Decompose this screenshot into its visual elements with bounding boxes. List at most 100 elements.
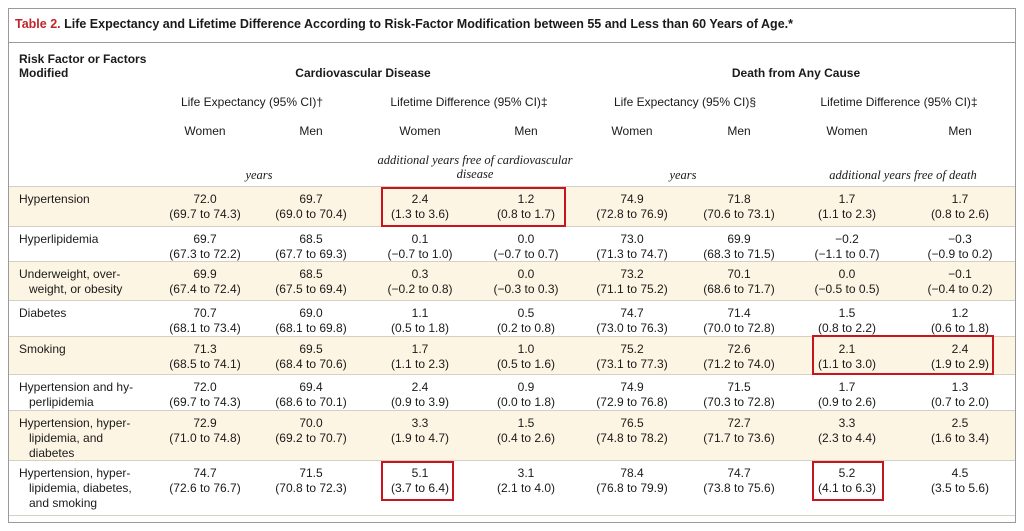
cell-ci: (2.1 to 4.0) — [496, 481, 556, 495]
cell-ci: (1.9 to 2.9) — [930, 357, 990, 371]
cell-ci: (0.8 to 2.6) — [930, 207, 990, 221]
cell-estimate: 74.9 — [620, 192, 644, 206]
cell-estimate: 70.7 — [193, 306, 217, 320]
table-cell: 69.0 (68.1 to 69.8) — [275, 306, 346, 336]
unit-add-death: additional years free of death — [829, 168, 977, 182]
cell-ci: (72.9 to 76.8) — [596, 395, 668, 409]
cell-estimate: 72.0 — [193, 192, 217, 206]
table-caption: Life Expectancy and Lifetime Difference … — [60, 17, 793, 31]
row-label-line: diabetes — [29, 446, 75, 460]
cell-estimate: 69.7 — [299, 192, 323, 206]
row-label: Underweight, over-weight, or obesity — [19, 267, 122, 297]
table-cell: 72.0 (69.7 to 74.3) — [169, 380, 240, 410]
cell-estimate: 1.7 — [411, 342, 429, 356]
cell-ci: (1.6 to 3.4) — [930, 431, 990, 445]
cell-estimate: 71.8 — [727, 192, 751, 206]
cell-ci: (2.3 to 4.4) — [817, 431, 877, 445]
cell-estimate: 1.3 — [951, 380, 969, 394]
subheader-le-death: Life Expectancy (95% CI)§ — [613, 95, 757, 109]
cell-estimate: 75.2 — [620, 342, 644, 356]
cell-estimate: 2.4 — [411, 380, 429, 394]
cell-ci: (74.8 to 78.2) — [596, 431, 668, 445]
cell-estimate: 1.5 — [838, 306, 856, 320]
cell-ci: (71.7 to 73.6) — [703, 431, 775, 445]
cell-ci: (−0.9 to 0.2) — [927, 247, 993, 261]
cell-estimate: −0.2 — [835, 232, 859, 246]
table-cell: 69.5 (68.4 to 70.6) — [275, 342, 346, 372]
cell-ci: (3.5 to 5.6) — [930, 481, 990, 495]
table-cell: 0.5 (0.2 to 0.8) — [497, 306, 555, 336]
table-cell: 1.3 (0.7 to 2.0) — [931, 380, 989, 410]
cell-ci: (0.9 to 3.9) — [390, 395, 450, 409]
table-cell: 2.5 (1.6 to 3.4) — [931, 416, 989, 446]
cell-estimate: 5.1 — [411, 466, 429, 480]
col-header-men-le-cvd: Men — [299, 124, 323, 138]
col-header-men-ld-cvd: Men — [514, 124, 538, 138]
highlight-box-all-factors-death-women — [812, 461, 884, 501]
table-cell: 1.7 (0.9 to 2.6) — [818, 380, 876, 410]
cell-ci: (67.4 to 72.4) — [169, 282, 241, 296]
cell-estimate: 72.0 — [193, 380, 217, 394]
unit-years-death: years — [669, 168, 697, 182]
cell-estimate: 69.0 — [299, 306, 323, 320]
table-cell: 5.1 (3.7 to 6.4) — [391, 466, 449, 496]
cell-ci: (71.2 to 74.0) — [703, 357, 775, 371]
row-label-line: perlipidemia — [29, 395, 94, 409]
table-cell: 69.9 (67.4 to 72.4) — [169, 267, 240, 297]
row-label-line: Diabetes — [19, 306, 67, 320]
unit-add-cvd-line1: additional years free of cardiovascular — [377, 153, 573, 167]
cell-estimate: 68.5 — [299, 267, 323, 281]
table-cell: 74.9 (72.8 to 76.9) — [596, 192, 667, 222]
cell-ci: (72.6 to 76.7) — [169, 481, 241, 495]
table-cell: 2.4 (1.3 to 3.6) — [391, 192, 449, 222]
cell-estimate: 72.6 — [727, 342, 751, 356]
cell-ci: (70.6 to 73.1) — [703, 207, 775, 221]
cell-estimate: 70.0 — [299, 416, 323, 430]
row-divider — [9, 460, 1015, 461]
table-cell: 3.3 (1.9 to 4.7) — [391, 416, 449, 446]
cell-estimate: 1.1 — [411, 306, 429, 320]
risk-col-header-line2: Modified — [19, 66, 69, 80]
table-cell: 71.8 (70.6 to 73.1) — [703, 192, 774, 222]
header-divider — [9, 186, 1015, 187]
cell-ci: (72.8 to 76.9) — [596, 207, 668, 221]
table-cell: 69.7 (69.0 to 70.4) — [275, 192, 346, 222]
cell-ci: (70.0 to 72.8) — [703, 321, 775, 335]
table-cell: 1.2 (0.8 to 1.7) — [497, 192, 555, 222]
cell-estimate: 73.2 — [620, 267, 644, 281]
table-cell: 2.4 (0.9 to 3.9) — [391, 380, 449, 410]
table-cell: 3.3 (2.3 to 4.4) — [818, 416, 876, 446]
cell-estimate: 74.7 — [620, 306, 644, 320]
cell-ci: (69.7 to 74.3) — [169, 207, 241, 221]
table-cell: 1.1 (0.5 to 1.8) — [391, 306, 449, 336]
row-divider — [9, 515, 1015, 516]
row-divider — [9, 300, 1015, 301]
row-divider — [9, 336, 1015, 337]
col-header-women-le-cvd: Women — [184, 124, 226, 138]
cell-estimate: 73.0 — [620, 232, 644, 246]
table-cell: 71.3 (68.5 to 74.1) — [169, 342, 240, 372]
col-header-women-ld-death: Women — [826, 124, 868, 138]
cell-ci: (69.7 to 74.3) — [169, 395, 241, 409]
unit-years-cvd: years — [245, 168, 273, 182]
table-cell: 0.0 (−0.7 to 0.7) — [493, 232, 558, 262]
cell-estimate: 0.9 — [517, 380, 535, 394]
table-cell: 69.9 (68.3 to 71.5) — [703, 232, 774, 262]
table-cell: 70.1 (68.6 to 71.7) — [703, 267, 774, 297]
table-cell: −0.3 (−0.9 to 0.2) — [927, 232, 992, 262]
table-cell: 0.3 (−0.2 to 0.8) — [387, 267, 452, 297]
cell-ci: (76.8 to 79.9) — [596, 481, 668, 495]
row-label-line: Smoking — [19, 342, 66, 356]
table-cell: 72.7 (71.7 to 73.6) — [703, 416, 774, 446]
cell-ci: (69.2 to 70.7) — [275, 431, 347, 445]
cell-estimate: −0.3 — [948, 232, 972, 246]
table-cell: 2.1 (1.1 to 3.0) — [818, 342, 876, 372]
cell-ci: (1.3 to 3.6) — [390, 207, 450, 221]
cell-ci: (0.8 to 1.7) — [496, 207, 556, 221]
table-cell: −0.2 (−1.1 to 0.7) — [814, 232, 879, 262]
subheader-ld-cvd: Lifetime Difference (95% CI)‡ — [390, 95, 548, 109]
cell-estimate: 0.0 — [838, 267, 856, 281]
cell-estimate: 1.2 — [517, 192, 535, 206]
row-divider — [9, 374, 1015, 375]
cell-ci: (3.7 to 6.4) — [390, 481, 450, 495]
